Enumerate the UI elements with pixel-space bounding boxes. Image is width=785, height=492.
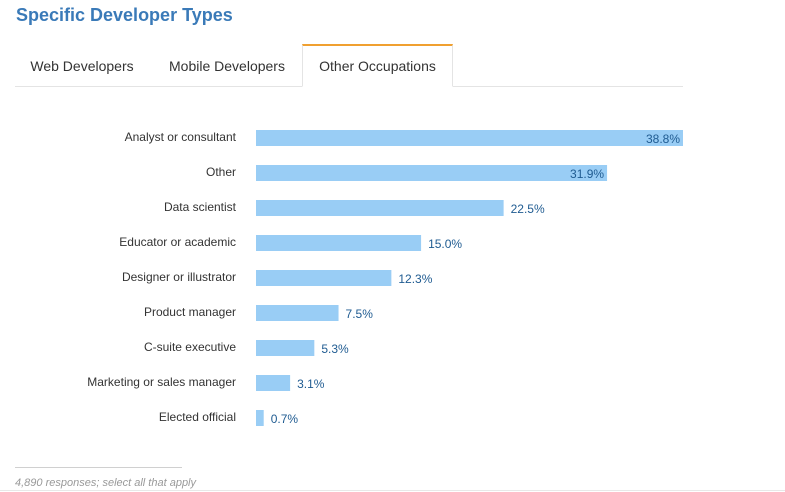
value-label: 12.3% <box>398 272 432 286</box>
bar[interactable] <box>256 235 422 251</box>
bar[interactable] <box>256 305 339 321</box>
value-label: 0.7% <box>271 412 299 426</box>
value-label: 15.0% <box>428 237 462 251</box>
category-label: Educator or academic <box>119 235 236 249</box>
value-label: 3.1% <box>297 377 325 391</box>
category-label: Data scientist <box>164 200 237 214</box>
category-label: C-suite executive <box>144 340 236 354</box>
tab-bar: Web Developers Mobile Developers Other O… <box>15 44 683 87</box>
value-label: 22.5% <box>511 202 545 216</box>
bottom-divider <box>0 490 785 491</box>
bar[interactable] <box>256 270 392 286</box>
bar[interactable] <box>256 165 608 181</box>
category-label: Elected official <box>159 410 236 424</box>
footnote-divider <box>15 467 182 468</box>
tab-web-developers[interactable]: Web Developers <box>30 58 134 74</box>
bar[interactable] <box>256 340 315 356</box>
tab-mobile-developers[interactable]: Mobile Developers <box>169 58 285 74</box>
value-label: 7.5% <box>346 307 374 321</box>
category-label: Product manager <box>144 305 236 319</box>
bar[interactable] <box>256 375 291 391</box>
category-label: Other <box>206 165 236 179</box>
value-label: 31.9% <box>570 167 604 181</box>
tab-other-occupations[interactable]: Other Occupations <box>302 44 453 87</box>
category-label: Designer or illustrator <box>122 270 236 284</box>
footnote: 4,890 responses; select all that apply <box>15 477 197 489</box>
value-label: 38.8% <box>646 132 680 146</box>
bar[interactable] <box>256 130 683 146</box>
category-label: Marketing or sales manager <box>87 375 236 389</box>
bar[interactable] <box>256 200 504 216</box>
section-title: Specific Developer Types <box>16 5 233 25</box>
value-label: 5.3% <box>321 342 349 356</box>
bar[interactable] <box>256 410 264 426</box>
category-label: Analyst or consultant <box>125 130 237 144</box>
